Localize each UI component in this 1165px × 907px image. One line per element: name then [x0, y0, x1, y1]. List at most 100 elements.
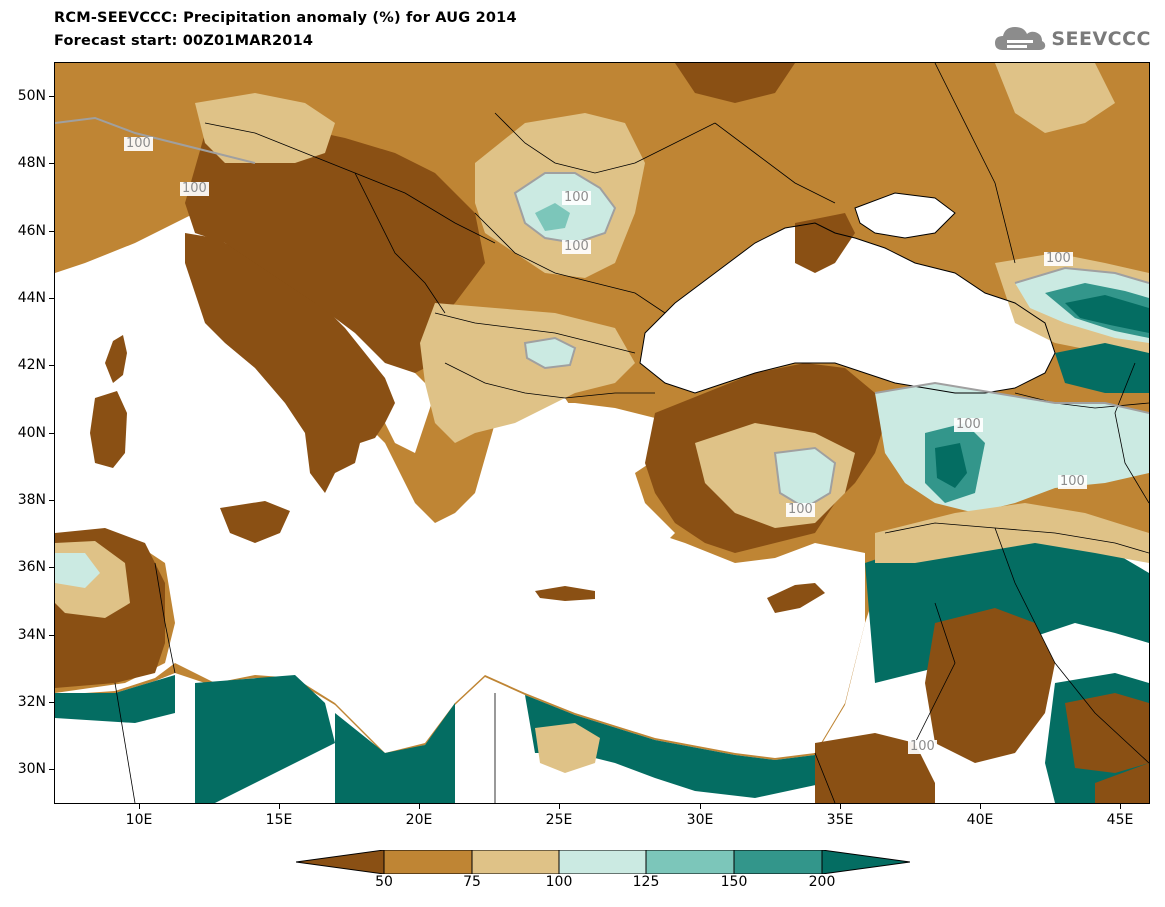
colorbar-label: 200 — [808, 874, 836, 890]
colorbar-segment-above-200 — [821, 850, 910, 874]
contour-label: 100 — [954, 417, 983, 432]
contours-100 — [55, 116, 1149, 510]
colorbar-label: 75 — [463, 874, 481, 890]
colorbar-segment-below-50 — [296, 850, 385, 874]
contour-label: 100 — [1044, 251, 1073, 266]
romania-green — [535, 203, 570, 231]
colorbar — [296, 850, 910, 874]
colorbar-segment-125-150 — [645, 850, 735, 874]
lon-label: 35E — [826, 812, 854, 828]
anomaly-map — [55, 63, 1149, 803]
contour-label: 100 — [562, 239, 591, 254]
colorbar-label: 150 — [720, 874, 748, 890]
lon-label: 15E — [265, 812, 293, 828]
contour-label: 100 — [786, 502, 815, 517]
colorbar-label: 125 — [632, 874, 660, 890]
cyprus — [767, 583, 825, 613]
lon-tick — [980, 803, 981, 809]
lat-tick — [49, 96, 55, 97]
lon-label: 40E — [966, 812, 994, 828]
lon-tick — [419, 803, 420, 809]
colorbar-label: 50 — [375, 874, 393, 890]
lat-label: 46N — [17, 223, 46, 239]
lon-tick — [139, 803, 140, 809]
tyrrhenian-sea — [110, 303, 305, 513]
contour-label: 100 — [1058, 474, 1087, 489]
lon-tick — [1120, 803, 1121, 809]
syria-tan — [875, 503, 1149, 563]
map-title: RCM-SEEVCCC: Precipitation anomaly (%) f… — [54, 10, 517, 26]
balkans-dry — [185, 123, 485, 373]
libya-wet-1 — [195, 675, 335, 803]
lat-label: 44N — [17, 290, 46, 306]
lat-tick — [49, 500, 55, 501]
sea-of-azov — [855, 193, 955, 238]
lat-tick — [49, 231, 55, 232]
crimea-dark — [795, 213, 855, 273]
ukraine-dark — [675, 63, 795, 103]
lon-tick — [840, 803, 841, 809]
lat-label: 48N — [17, 155, 46, 171]
bulgaria-tan — [420, 303, 635, 443]
lon-tick — [700, 803, 701, 809]
contour-label: 100 — [124, 136, 153, 151]
colorbar-segment-150-200 — [733, 850, 823, 874]
contour-label: 100 — [562, 190, 591, 205]
country-borders — [114, 63, 1149, 803]
lat-label: 36N — [17, 559, 46, 575]
iraq-brown — [925, 608, 1055, 763]
colorbar-segment-100-125 — [558, 850, 647, 874]
lat-label: 32N — [17, 694, 46, 710]
lon-label: 25E — [545, 812, 573, 828]
east-turkey-wet — [935, 443, 967, 488]
lat-label: 42N — [17, 357, 46, 373]
gulf-brown — [1095, 763, 1149, 803]
lat-label: 30N — [17, 761, 46, 777]
sicily — [220, 501, 290, 543]
lon-label: 45E — [1106, 812, 1134, 828]
egypt-wet-coast — [525, 695, 825, 798]
lat-label: 50N — [17, 88, 46, 104]
lon-label: 10E — [125, 812, 153, 828]
lon-tick — [559, 803, 560, 809]
caucasus-wet — [1065, 295, 1149, 333]
colorbar-segment-50-75 — [383, 850, 473, 874]
lon-label: 20E — [405, 812, 433, 828]
georgia-wet — [1055, 343, 1149, 393]
contour-label: 100 — [180, 181, 209, 196]
lat-tick — [49, 567, 55, 568]
map-panel — [54, 62, 1150, 804]
lat-tick — [49, 433, 55, 434]
romania-light — [515, 173, 615, 243]
aegean-sea — [515, 403, 675, 553]
lat-tick — [49, 769, 55, 770]
lon-tick — [279, 803, 280, 809]
forecast-start: Forecast start: 00Z01MAR2014 — [54, 33, 314, 49]
tunisia-light — [55, 553, 100, 588]
lat-label: 38N — [17, 492, 46, 508]
libya-wet-2 — [335, 703, 455, 803]
seevccc-logo: SEEVCCC — [993, 22, 1151, 56]
lat-label: 40N — [17, 425, 46, 441]
lat-tick — [49, 635, 55, 636]
lat-tick — [49, 163, 55, 164]
lat-label: 34N — [17, 627, 46, 643]
egypt-tan-spot — [535, 723, 600, 773]
cloud-icon — [995, 27, 1046, 50]
saudi-brown — [1065, 693, 1149, 773]
colorbar-segment-75-100 — [471, 850, 560, 874]
alps-tan — [195, 93, 335, 163]
black-sea — [640, 223, 1055, 393]
crete — [535, 586, 595, 601]
bulgaria-light — [525, 338, 575, 368]
lat-tick — [49, 298, 55, 299]
lon-label: 30E — [686, 812, 714, 828]
lat-tick — [49, 365, 55, 366]
libya-coast-wet — [55, 675, 175, 723]
sardinia — [90, 391, 127, 468]
contour-label: 100 — [908, 739, 937, 754]
logo-text: SEEVCCC — [1051, 28, 1151, 50]
coastlines — [639, 192, 1056, 394]
turkey-light — [775, 448, 835, 508]
jordan-brown — [815, 733, 935, 803]
